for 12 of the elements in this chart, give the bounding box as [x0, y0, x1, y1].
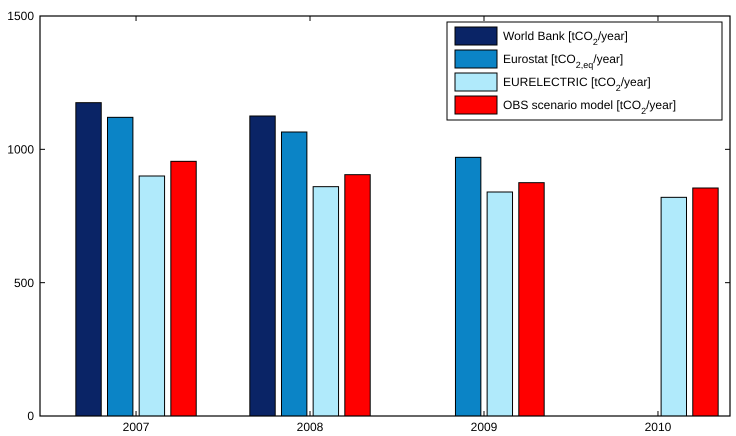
x-tick-label: 2010	[644, 420, 672, 434]
y-tick-label: 500	[14, 276, 34, 290]
legend-label: Eurostat [tCO$_{2,eq}$/year]	[503, 52, 624, 70]
legend-label: EURELECTRIC [tCO$_{2}$/year]	[503, 75, 651, 93]
x-tick-label: 2007	[122, 420, 150, 434]
x-tick-label: 2008	[296, 420, 324, 434]
x-tick-label: 2009	[470, 420, 498, 434]
y-tick-label: 1000	[7, 142, 34, 157]
y-tick-label: 1500	[7, 9, 34, 24]
y-tick-label: 0	[27, 409, 34, 424]
legend-label: World Bank [tCO$_{2}$/year]	[503, 29, 628, 47]
legend-label: OBS scenario model [tCO$_{2}$/year]	[503, 98, 676, 116]
